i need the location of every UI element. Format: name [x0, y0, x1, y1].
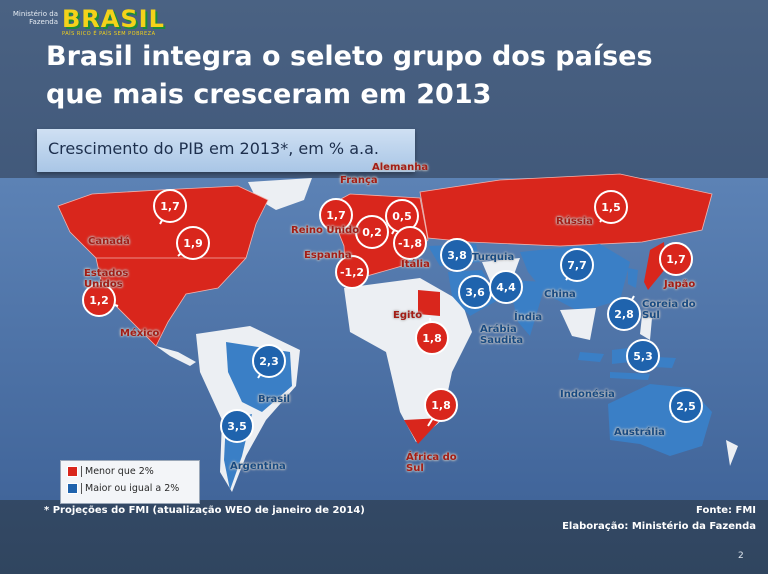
- land-blue: [578, 348, 676, 380]
- land-red: [418, 290, 440, 316]
- legend-item: Menor que 2%: [67, 466, 193, 477]
- marker: [82, 283, 116, 317]
- marker: [393, 226, 427, 260]
- footnote: * Projeções do FMI (atualização WEO de j…: [44, 505, 365, 516]
- legend-label: Maior ou igual a 2%: [81, 483, 179, 494]
- marker-value: 2,8: [614, 308, 634, 321]
- marker: [252, 344, 286, 378]
- legend-swatch: [67, 466, 78, 477]
- marker-value: 3,8: [447, 249, 467, 262]
- marker: [415, 321, 449, 355]
- marker-value: 1,7: [160, 200, 180, 213]
- marker: [319, 198, 353, 232]
- country-label: Austrália: [614, 427, 665, 438]
- country-label: Argentina: [230, 461, 286, 472]
- page-number: 2: [738, 551, 744, 561]
- marker: [560, 248, 594, 282]
- legend-swatch: [67, 483, 78, 494]
- marker-value: 1,8: [422, 332, 442, 345]
- country-label: China: [544, 289, 576, 300]
- marker: [355, 215, 389, 249]
- marker-value: 7,7: [567, 259, 587, 272]
- marker: [607, 297, 641, 331]
- country-label: Alemanha: [372, 162, 429, 173]
- marker: [424, 388, 458, 422]
- ministry: Ministério da Fazenda: [12, 10, 58, 26]
- country-label: Egito: [393, 310, 423, 321]
- marker-value: -1,2: [340, 266, 364, 279]
- country-label: Estados Unidos: [84, 268, 129, 290]
- country-label: Indonésia: [560, 389, 615, 400]
- marker-value: 3,6: [465, 286, 485, 299]
- country-label: Rússia: [556, 216, 593, 227]
- land: [640, 316, 652, 340]
- marker-value: 1,2: [89, 294, 109, 307]
- subtitle-box: [37, 129, 415, 172]
- legend: Menor que 2% Maior ou igual a 2%: [60, 460, 200, 504]
- subtitle: Crescimento do PIB em 2013*, em % a.a.: [48, 139, 379, 158]
- legend-items: Menor que 2% Maior ou igual a 2%: [61, 461, 199, 499]
- marker: [669, 389, 703, 423]
- country-label: Coreia do Sul: [642, 299, 696, 321]
- country-label: Itália: [401, 259, 430, 270]
- land: [560, 308, 596, 340]
- marker-value: 1,7: [326, 209, 346, 222]
- marker-value: 1,7: [666, 253, 686, 266]
- marker-value: 3,5: [227, 420, 247, 433]
- country-label: México: [120, 328, 160, 339]
- country-label: Reino Unido: [291, 225, 360, 236]
- source: Fonte: FMI: [696, 505, 756, 516]
- marker: [659, 242, 693, 276]
- marker: [335, 255, 369, 289]
- marker-value: 1,8: [431, 399, 451, 412]
- legend-label: Menor que 2%: [81, 466, 154, 477]
- country-label: Índia: [514, 312, 543, 323]
- country-label: Japão: [664, 279, 696, 290]
- marker-value: 0,2: [362, 226, 382, 239]
- marker-value: 0,5: [392, 210, 412, 223]
- marker: [440, 238, 474, 272]
- land-red: [57, 185, 269, 347]
- country-label: Brasil: [258, 394, 291, 405]
- marker-value: 2,5: [676, 400, 696, 413]
- legend-item: Maior ou igual a 2%: [67, 483, 193, 494]
- title-line: Brasil integra o seleto grupo dos países: [46, 41, 653, 72]
- marker: [489, 270, 523, 304]
- logo: BRASIL: [62, 5, 165, 33]
- land-blue: [628, 268, 638, 288]
- marker-value: 1,5: [601, 201, 621, 214]
- slogan: PAÍS RICO É PAÍS SEM POBREZA: [62, 31, 156, 37]
- land: [156, 346, 196, 366]
- land-red: [404, 418, 442, 444]
- markers: 1,7 1,9 1,2 1,7 0,2 0,5 -1,8 -1,2 1,5 3,8 3,6 4,4 7,…: [82, 189, 703, 443]
- country-label: Turquia: [472, 252, 515, 263]
- country-label: Arábia Saudita: [480, 324, 524, 346]
- land: [726, 440, 738, 466]
- country-label: África do Sul: [406, 452, 457, 474]
- marker: [176, 226, 210, 260]
- marker-value: 4,4: [496, 281, 516, 294]
- title-line: que mais cresceram em 2013: [46, 79, 492, 110]
- credit: Elaboração: Ministério da Fazenda: [562, 521, 756, 532]
- marker: [153, 189, 187, 223]
- marker-value: 1,9: [183, 237, 203, 250]
- marker: [626, 339, 660, 373]
- marker-value: 2,3: [259, 355, 279, 368]
- country-label: França: [340, 175, 378, 186]
- country-label: Canadá: [88, 236, 130, 247]
- marker-value: -1,8: [398, 237, 422, 250]
- marker: [220, 409, 254, 443]
- marker: [594, 190, 628, 224]
- marker-value: 5,3: [633, 350, 653, 363]
- country-label: Espanha: [304, 250, 352, 261]
